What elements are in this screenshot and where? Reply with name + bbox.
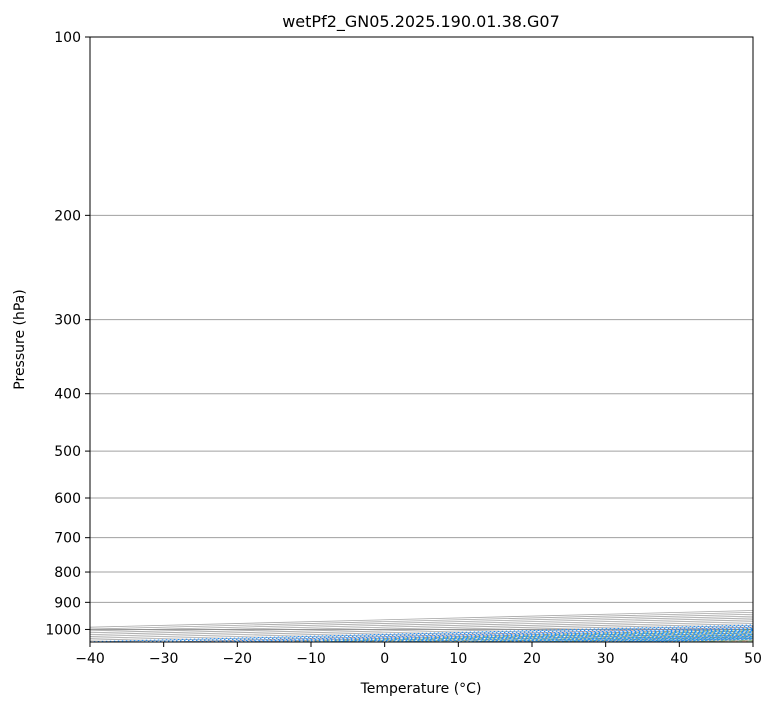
isotherm-line <box>90 613 753 632</box>
isotherm-line <box>163 626 753 642</box>
x-tick-label: 20 <box>523 651 541 667</box>
mixing-ratio-line <box>467 634 753 642</box>
mixing-ratio-line <box>546 636 753 642</box>
isotherm-line <box>310 630 753 642</box>
isotherm-line <box>237 628 753 642</box>
isotherm-line <box>458 634 753 642</box>
mixing-ratio-line <box>436 633 753 642</box>
dry-adiabat-line <box>487 634 753 642</box>
mixing-ratio-line <box>522 635 753 642</box>
x-tick-label: 10 <box>449 651 467 667</box>
isotherm-line <box>90 621 753 639</box>
dry-adiabat-line <box>338 630 753 642</box>
y-tick-label: 500 <box>54 444 81 460</box>
isotherm-line <box>90 623 753 641</box>
dry-adiabat-line <box>412 632 753 642</box>
isotherm-line <box>90 619 753 637</box>
plot-frame <box>89 36 754 643</box>
moist-adiabat-line <box>384 631 753 642</box>
isotherm-line <box>531 636 753 642</box>
y-tick-label: 400 <box>54 387 81 403</box>
isotherm-line <box>90 615 753 634</box>
y-tick-label: 900 <box>54 595 81 611</box>
isotherm-line <box>605 637 753 642</box>
y-axis-label: Pressure (hPa) <box>12 289 28 389</box>
isotherm-line <box>752 641 753 642</box>
x-tick-label: −10 <box>296 651 326 667</box>
x-tick-label: −30 <box>149 651 179 667</box>
moist-adiabat-line <box>495 634 753 642</box>
isotherm-line <box>90 617 753 635</box>
x-tick-label: 30 <box>597 651 615 667</box>
isotherm-line <box>384 632 753 642</box>
mixing-ratio-line <box>131 625 753 642</box>
moist-adiabat-line <box>274 628 753 642</box>
chart-title: wetPf2_GN05.2025.190.01.38.G07 <box>282 12 560 32</box>
moist-adiabat-line <box>605 637 753 642</box>
y-tick-label: 300 <box>54 313 81 329</box>
dry-adiabat-line <box>711 640 753 642</box>
dry-adiabat-line <box>562 636 753 642</box>
moist-adiabat-line <box>679 639 753 642</box>
mixing-ratio-line <box>572 636 753 642</box>
isotherm-line <box>90 611 753 630</box>
moist-adiabat-line <box>310 629 753 642</box>
moist-adiabat-line <box>642 638 753 642</box>
dry-adiabat-line <box>636 638 753 642</box>
dry-adiabat-line <box>188 626 753 642</box>
mixing-ratio-line <box>90 624 753 642</box>
y-tick-label: 100 <box>54 30 81 46</box>
y-tick-label: 1000 <box>45 622 81 638</box>
moist-adiabat-line <box>347 630 753 642</box>
moist-adiabat-line <box>421 632 753 642</box>
moist-adiabat-line <box>716 640 753 642</box>
isotherm-line <box>679 639 753 642</box>
x-tick-label: −40 <box>75 651 105 667</box>
y-tick-label: 800 <box>54 565 81 581</box>
y-tick-label: 600 <box>54 491 81 507</box>
moist-adiabat-line <box>568 636 753 642</box>
y-tick-label: 200 <box>54 208 81 224</box>
x-tick-label: 40 <box>670 651 688 667</box>
mixing-ratio-line <box>185 627 753 642</box>
x-tick-label: −20 <box>223 651 253 667</box>
y-tick-label: 700 <box>54 531 81 547</box>
mixing-ratio-line <box>492 634 753 642</box>
isotherm-line <box>90 624 753 642</box>
x-tick-label: 50 <box>744 651 762 667</box>
x-axis-label: Temperature (°C) <box>360 681 482 697</box>
dry-adiabat-line <box>263 628 753 642</box>
moist-adiabat-line <box>531 635 753 642</box>
background-grid <box>90 37 753 642</box>
axis-ticks: −40 −30 −20 −10 0 10 20 30 40 50 100 200 300 400 500 60… <box>45 30 762 667</box>
x-tick-label: 0 <box>380 651 389 667</box>
moist-adiabat-line <box>458 633 753 642</box>
isotherm-line <box>90 610 753 628</box>
